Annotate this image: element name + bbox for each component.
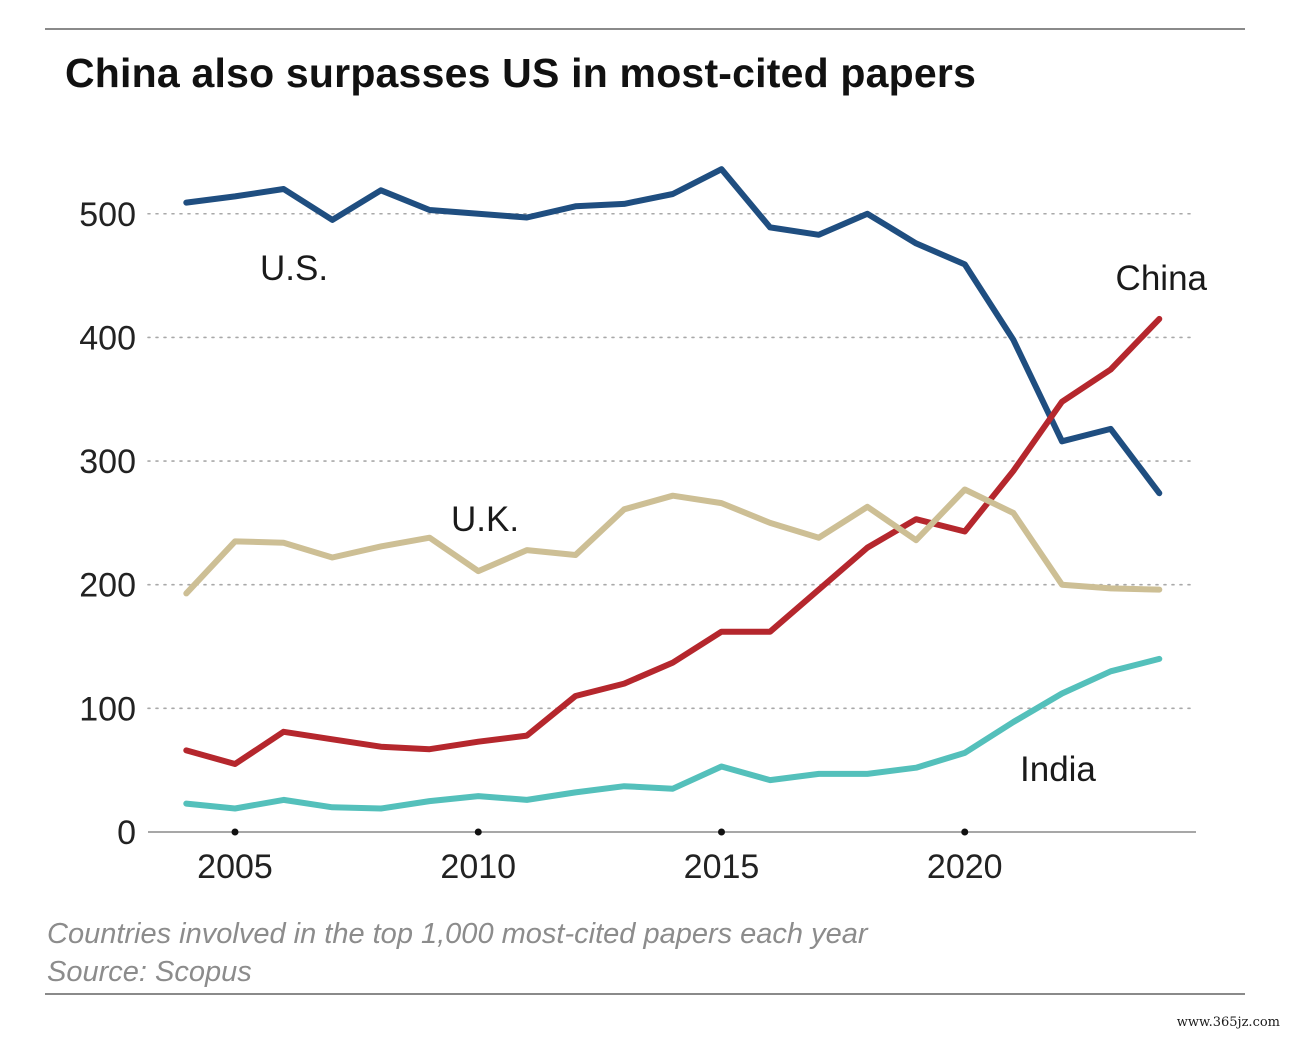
chart-caption: Countries involved in the top 1,000 most… — [47, 918, 868, 950]
series-label-india: India — [1020, 750, 1096, 789]
x-tick-label: 2010 — [440, 848, 516, 886]
y-tick-label: 400 — [79, 319, 136, 357]
bottom-rule — [45, 993, 1245, 995]
y-tick-label: 300 — [79, 443, 136, 481]
series-line-china — [183, 315, 1163, 767]
series-line-us — [183, 166, 1163, 497]
y-tick-label: 200 — [79, 567, 136, 605]
series-label-china: China — [1116, 259, 1208, 298]
series-label-us: U.S. — [260, 249, 328, 288]
y-tick-label: 100 — [79, 690, 136, 728]
top-rule — [45, 28, 1245, 30]
watermark: www.365jz.com — [1176, 1015, 1280, 1030]
series-line-india — [183, 655, 1163, 812]
x-tick-mark — [718, 828, 725, 836]
chart-source: Source: Scopus — [47, 956, 252, 988]
x-tick-mark — [231, 828, 239, 836]
x-tick-label: 2015 — [684, 848, 760, 886]
series-line-uk — [183, 486, 1163, 597]
x-tick-mark — [961, 828, 969, 836]
y-tick-label: 500 — [79, 196, 136, 234]
x-tick-mark — [474, 828, 482, 836]
y-tick-label: 0 — [117, 814, 136, 852]
chart-title: China also surpasses US in most-cited pa… — [65, 50, 977, 96]
x-tick-label: 2020 — [927, 848, 1003, 886]
x-tick-label: 2005 — [197, 848, 273, 886]
series-label-uk: U.K. — [451, 500, 519, 539]
